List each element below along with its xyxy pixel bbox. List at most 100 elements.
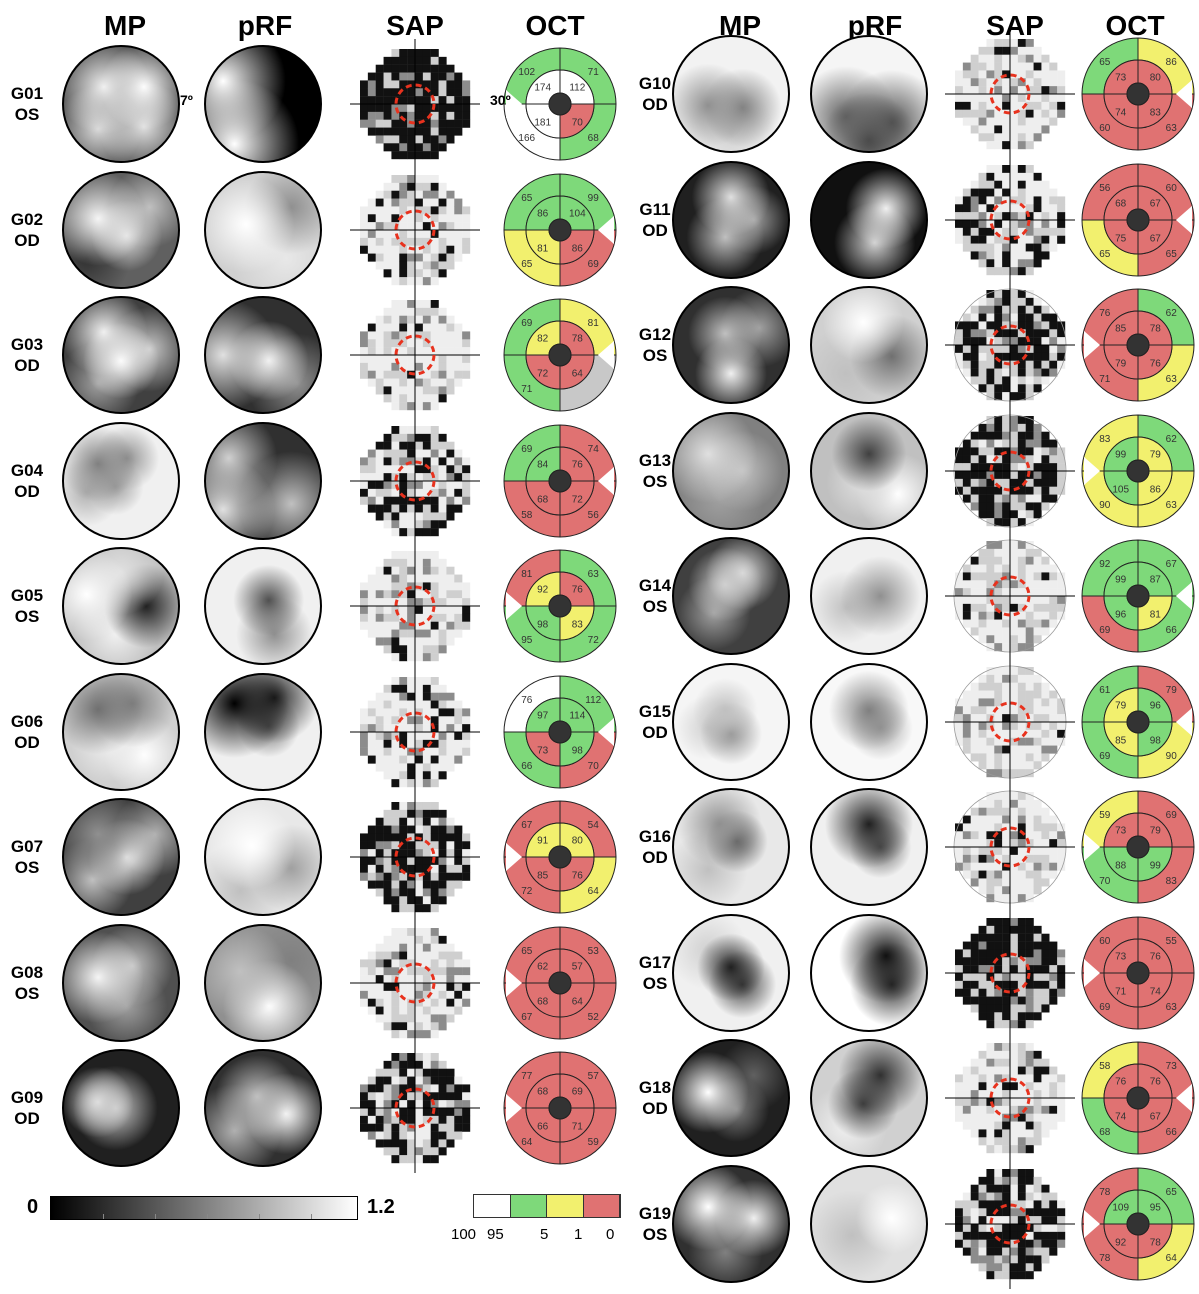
sap-cell: [415, 841, 424, 850]
sap-cell: [978, 1231, 987, 1240]
sap-cell: [962, 203, 971, 212]
sap-cell: [986, 1011, 995, 1020]
sap-cell: [415, 300, 424, 309]
oct-outer-value: 68: [1099, 1127, 1111, 1138]
sap-cell: [462, 606, 471, 615]
sap-cell: [454, 362, 463, 371]
sap-cell: [994, 854, 1003, 863]
sap-cell: [454, 857, 463, 866]
sap-cell: [407, 378, 416, 387]
sap-cell: [383, 386, 392, 395]
sap-cell: [1002, 721, 1011, 730]
sap-cell: [407, 237, 416, 246]
sap-cell: [955, 78, 964, 87]
sap-cell: [1010, 46, 1019, 55]
sap-cell: [962, 596, 971, 605]
sap-cell: [399, 221, 408, 230]
sap-cell: [1057, 211, 1066, 220]
oct-fovea: [548, 594, 572, 618]
sap-cell: [438, 621, 447, 630]
sap-cell: [399, 1155, 408, 1164]
sap-cell: [1017, 541, 1026, 550]
sap-cell: [375, 456, 384, 465]
sap-cell: [446, 464, 455, 473]
sap-cell: [978, 933, 987, 942]
oct-inner-value: 75: [1115, 233, 1127, 244]
sap-cell: [1017, 917, 1026, 926]
sap-cell: [994, 321, 1003, 330]
sap-cell: [422, 707, 431, 716]
sap-cell: [994, 1019, 1003, 1028]
sap-cell: [1057, 1231, 1066, 1240]
sap-cell: [1049, 478, 1058, 487]
sap-cell: [1041, 478, 1050, 487]
sap-cell: [399, 558, 408, 567]
sap-cell: [1017, 1113, 1026, 1122]
sap-cell: [1057, 831, 1066, 840]
sap-cell: [978, 611, 987, 620]
sap-cell: [1033, 752, 1042, 761]
sap-cell: [360, 998, 369, 1007]
sap-cell: [422, 127, 431, 136]
sap-cell: [986, 486, 995, 495]
sap-cell: [1057, 227, 1066, 236]
sap-cell: [438, 456, 447, 465]
header-oct-right: OCT: [1105, 10, 1165, 41]
sap-cell: [391, 307, 400, 316]
sap-cell: [383, 119, 392, 128]
sap-cell: [1002, 980, 1011, 989]
sap-cell: [430, 747, 439, 756]
sap-cell: [438, 386, 447, 395]
sap-cell: [1033, 258, 1042, 267]
sap-cell: [994, 70, 1003, 79]
sap-cell: [415, 464, 424, 473]
sap-cell: [955, 1239, 964, 1248]
sap-cell: [986, 619, 995, 628]
sap-cell: [422, 339, 431, 348]
sap-cell: [978, 470, 987, 479]
sap-cell: [383, 613, 392, 622]
sap-cell: [1002, 815, 1011, 824]
patient-label: G16 OD: [628, 826, 682, 868]
sap-cell: [994, 1098, 1003, 1107]
sap-cell: [1025, 454, 1034, 463]
sap-cell: [438, 56, 447, 65]
sap-cell: [1033, 1121, 1042, 1130]
sap-cell: [1002, 478, 1011, 487]
sap-cell: [462, 982, 471, 991]
oct-outer-value: 70: [588, 761, 600, 772]
sap-cell: [955, 713, 964, 722]
sap-cell: [955, 235, 964, 244]
sap-cell: [1041, 94, 1050, 103]
sap-cell: [1041, 439, 1050, 448]
sap-cell: [978, 1262, 987, 1271]
sap-cell: [1033, 635, 1042, 644]
sap-cell: [1017, 1176, 1026, 1185]
sap-cell: [422, 653, 431, 662]
sap-cell: [970, 243, 979, 252]
sap-cell: [978, 925, 987, 934]
sap-macular-ring: [989, 324, 1031, 366]
sap-cell: [407, 778, 416, 787]
sap-cell: [391, 1029, 400, 1038]
sap-cell: [970, 86, 979, 95]
sap-cell: [1017, 705, 1026, 714]
sap-cell: [399, 621, 408, 630]
sap-cell: [994, 1254, 1003, 1263]
patient-id: G07: [10, 837, 44, 856]
sap-cell: [415, 551, 424, 560]
sap-cell: [994, 203, 1003, 212]
sap-cell: [446, 755, 455, 764]
header-oct-left: OCT: [525, 10, 585, 41]
sap-cell: [438, 511, 447, 520]
header-mp-left: MP: [104, 10, 146, 41]
sap-cell: [383, 1139, 392, 1148]
sap-cell: [438, 841, 447, 850]
sap-cell: [430, 645, 439, 654]
oct-thickness-chart: 58 76 73 76 68 74 66 67: [1078, 1038, 1198, 1158]
sap-cell: [462, 472, 471, 481]
sap-cell: [415, 72, 424, 81]
sap-cell: [1002, 345, 1011, 354]
sap-cell: [462, 104, 471, 113]
sap-cell: [399, 1076, 408, 1085]
